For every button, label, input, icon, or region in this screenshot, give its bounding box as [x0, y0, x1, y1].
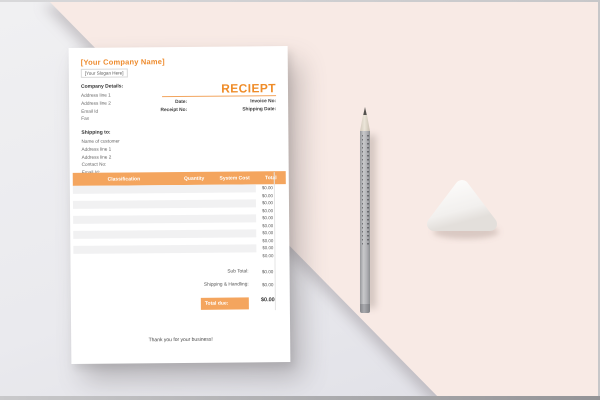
col-system-cost: System Cost	[219, 174, 250, 182]
triangle-eraser	[427, 180, 499, 239]
line-items-table: Classification Quantity System Cost Tota…	[72, 171, 287, 261]
col-total: Total	[265, 174, 277, 181]
pencil-wood-cone	[360, 115, 370, 131]
company-fax: Fax	[81, 116, 90, 122]
pencil-lead-tip	[363, 107, 367, 116]
photo-edge-right	[598, 0, 600, 400]
customer-name: Name of customer	[81, 138, 120, 144]
eraser-shape	[427, 180, 497, 231]
total-cell: $0.00	[262, 222, 274, 229]
company-slogan: [Your Slogan Here]	[80, 68, 128, 78]
total-cell: $0.00	[262, 237, 274, 244]
invoice-no-label: Invoice No:	[250, 98, 277, 104]
shipping-handling-label: Shipping & Handling:	[203, 282, 249, 288]
total-cell: $0.00	[262, 245, 274, 251]
col-quantity: Quantity	[183, 175, 205, 182]
shipping-handling-value: $0.00	[261, 282, 274, 288]
photo-edge-top	[0, 0, 600, 2]
date-label: Date:	[175, 99, 188, 105]
company-details-heading: Company Details:	[80, 83, 124, 90]
company-details-block: Company Details: Address line 1 Address …	[81, 83, 124, 123]
table-row: $0.00	[73, 252, 286, 261]
company-name: [Your Company Name]	[80, 57, 165, 67]
photo-edge-bottom	[0, 396, 600, 400]
total-cell: $0.00	[261, 192, 273, 199]
total-cell: $0.00	[262, 252, 274, 259]
pencil-grip-dots	[367, 135, 369, 247]
receipt-no-label: Receipt No:	[160, 107, 188, 114]
subtotal-value: $0.00	[261, 269, 274, 275]
pencil-body	[360, 131, 370, 304]
receipt-document: [Your Company Name] [Your Slogan Here] R…	[68, 46, 291, 364]
thank-you-message: Thank you for your business!	[148, 336, 213, 344]
col-classification: Classification	[107, 175, 141, 183]
pencil	[360, 107, 370, 313]
total-cell: $0.00	[262, 230, 274, 236]
shipping-to-block: Shipping to: Name of customer Address li…	[81, 130, 120, 177]
title-underline	[162, 95, 277, 98]
total-cell: $0.00	[261, 200, 273, 206]
receipt-meta: Date: Invoice No: Receipt No: Shipping D…	[146, 99, 276, 114]
pencil-grip-dots	[361, 135, 363, 247]
total-due-row: Total due: $0.00	[74, 291, 287, 310]
total-cell: $0.00	[262, 215, 274, 221]
shipping-to-heading: Shipping to:	[81, 129, 111, 136]
pencil-end-cap	[360, 304, 370, 313]
total-cell: $0.00	[261, 185, 273, 191]
total-cell: $0.00	[261, 207, 274, 214]
receipt-header: RECIEPT Date: Invoice No: Receipt No: Sh…	[146, 81, 277, 114]
shipping-date-label: Shipping Date:	[242, 107, 277, 113]
totals-section: Sub Total: $0.00 Shipping & Handling: $0…	[74, 265, 287, 310]
subtotal-label: Sub Total:	[227, 269, 249, 275]
total-due-label: Total due:	[200, 297, 249, 310]
total-due-value: $0.00	[260, 297, 275, 304]
receipt-title: RECIEPT	[221, 81, 277, 96]
